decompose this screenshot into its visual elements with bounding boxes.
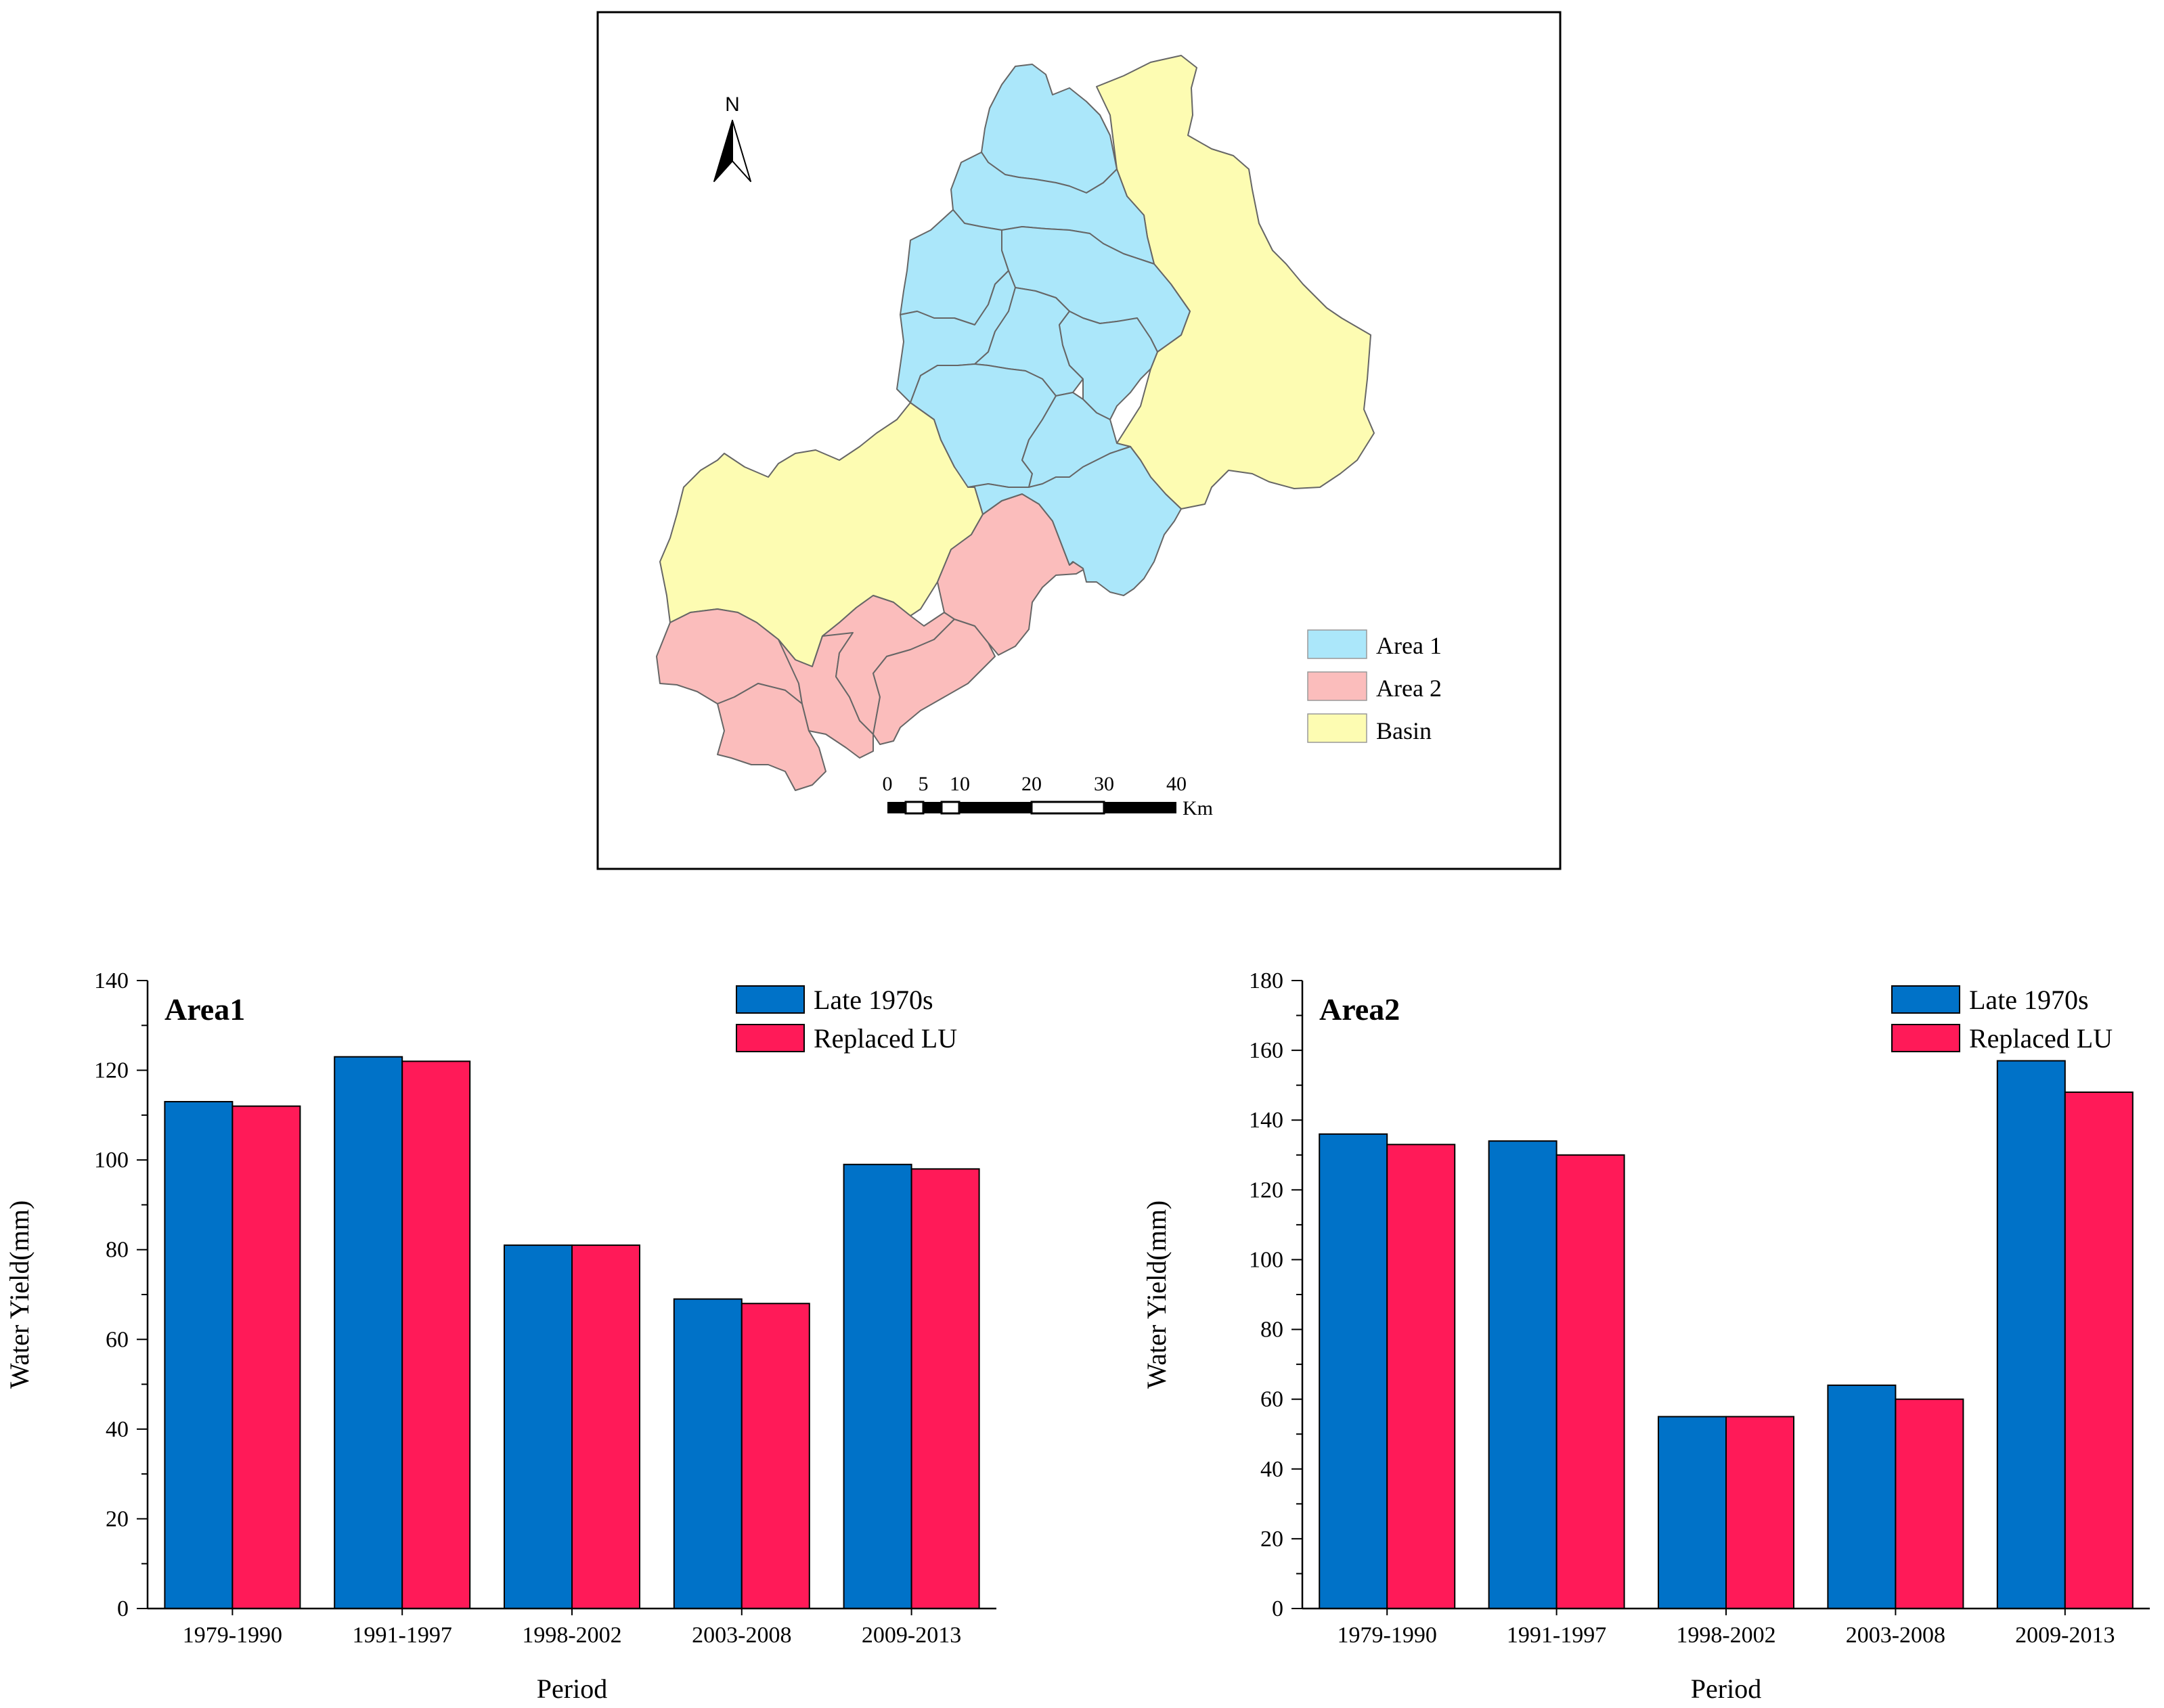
x-tick-label: 1998-2002 (522, 1623, 621, 1648)
north-arrow-right-icon (732, 120, 751, 182)
bar-late-1970s (504, 1244, 573, 1609)
y-tick-label: 60 (106, 1327, 129, 1352)
y-tick-label: 0 (117, 1596, 129, 1621)
legend-label-area2: Area 2 (1376, 675, 1442, 702)
x-tick-label: 1979-1990 (183, 1623, 282, 1648)
x-tick-label: 1998-2002 (1676, 1623, 1775, 1648)
legend-label-replaced-lu: Replaced LU (814, 1023, 957, 1054)
bar-late-1970s (1488, 1140, 1558, 1609)
y-tick-label: 80 (1260, 1318, 1283, 1343)
x-tick-label: 2003-2008 (692, 1623, 791, 1648)
bar-replaced-lu (1895, 1398, 1964, 1610)
area2-subbasin (717, 683, 826, 791)
x-tick-label: 1991-1997 (1507, 1623, 1606, 1648)
legend-label-late-1970s: Late 1970s (1969, 985, 2089, 1015)
area1-bar-chart: 1979-1990 1991-1997 1998-2002 2003-2008 2009… (4, 968, 996, 1704)
y-tick-label: 140 (1249, 1108, 1283, 1133)
y-tick-label: 80 (106, 1238, 129, 1263)
y-tick-label: 120 (94, 1058, 129, 1083)
scale-label: 40 (1166, 773, 1187, 795)
bar-replaced-lu (571, 1244, 640, 1609)
y-tick-label: 100 (1249, 1247, 1283, 1272)
basin-region (659, 55, 1375, 667)
y-tick-label: 180 (1249, 968, 1283, 993)
scale-label: 5 (919, 773, 929, 795)
bar-replaced-lu (1725, 1416, 1794, 1609)
bar-replaced-lu (401, 1060, 471, 1610)
scale-segment (904, 801, 925, 815)
map-legend: Area 1 Area 2 Basin (1307, 629, 1442, 744)
x-tick-label: 2003-2008 (1846, 1623, 1945, 1648)
chart-title: Area1 (164, 992, 245, 1027)
area1-subbasin (967, 446, 1182, 596)
bar-late-1970s (1658, 1416, 1727, 1609)
north-label: N (725, 93, 740, 116)
x-tick-label: 2009-2013 (862, 1623, 961, 1648)
x-tick-label: 1991-1997 (353, 1623, 452, 1648)
x-axis-title: Period (1691, 1673, 1761, 1704)
legend-label-basin: Basin (1376, 717, 1432, 744)
y-tick-label: 120 (1249, 1177, 1283, 1203)
scale-label: 30 (1094, 773, 1114, 795)
bar-replaced-lu (231, 1105, 301, 1609)
legend-swatch-area2 (1307, 671, 1367, 701)
scale-segment (940, 801, 960, 815)
y-axis-title: Water Yield(mm) (1141, 1200, 1172, 1389)
y-tick-label: 20 (106, 1506, 129, 1531)
legend-swatch-basin (1307, 713, 1367, 743)
area2-bar-chart: 1979-1990 1991-1997 1998-2002 2003-2008 2009… (1141, 968, 2150, 1704)
bar-replaced-lu (2064, 1091, 2134, 1609)
scale-segment (959, 802, 1032, 813)
legend-swatch-late-1970s (736, 985, 805, 1014)
bar-late-1970s (843, 1163, 912, 1610)
bar-late-1970s (1319, 1133, 1388, 1610)
x-tick-label: 1979-1990 (1338, 1623, 1437, 1648)
y-tick-label: 40 (1260, 1457, 1283, 1482)
area2-region (656, 493, 1092, 791)
area1-region (896, 64, 1191, 596)
area1-subbasin (1059, 311, 1158, 420)
bar-late-1970s (673, 1298, 743, 1609)
y-tick-label: 60 (1260, 1387, 1283, 1412)
chart-title: Area2 (1319, 992, 1400, 1027)
bar-replaced-lu (741, 1303, 810, 1610)
y-tick-label: 20 (1260, 1527, 1283, 1552)
legend-swatch-replaced-lu (736, 1024, 805, 1052)
scale-label: 10 (950, 773, 970, 795)
scale-segment (1104, 802, 1176, 813)
legend-swatch-area1 (1307, 629, 1367, 659)
area2-subbasin (873, 619, 996, 745)
y-tick-label: 40 (106, 1417, 129, 1442)
scale-label: 0 (883, 773, 893, 795)
watershed-map: N Area 1 Area 2 Basin 0 5 10 20 30 (596, 11, 1562, 870)
bar-late-1970s (1827, 1385, 1897, 1609)
legend-label-area1: Area 1 (1376, 632, 1442, 659)
y-axis-title: Water Yield(mm) (4, 1200, 35, 1389)
x-axis-title: Period (537, 1673, 607, 1704)
bar-replaced-lu (1555, 1154, 1625, 1610)
scale-unit: Km (1183, 797, 1213, 819)
legend-swatch-replaced-lu (1891, 1024, 1960, 1052)
scale-segment (887, 802, 906, 813)
scale-segment (923, 802, 942, 813)
bar-replaced-lu (1386, 1144, 1456, 1610)
scale-bar: 0 5 10 20 30 40 Km (883, 773, 1214, 819)
legend-label-late-1970s: Late 1970s (814, 985, 933, 1015)
y-tick-label: 160 (1249, 1038, 1283, 1063)
scale-segment (1030, 801, 1105, 815)
scale-label: 20 (1021, 773, 1042, 795)
y-tick-label: 0 (1272, 1596, 1283, 1621)
bar-late-1970s (334, 1056, 403, 1609)
y-tick-label: 140 (94, 968, 129, 993)
bar-replaced-lu (910, 1168, 980, 1609)
bar-late-1970s (164, 1100, 234, 1609)
legend-label-replaced-lu: Replaced LU (1969, 1023, 2113, 1054)
x-tick-label: 2009-2013 (2015, 1623, 2115, 1648)
north-arrow: N (713, 93, 751, 182)
legend-swatch-late-1970s (1891, 985, 1960, 1014)
y-tick-label: 100 (94, 1148, 129, 1173)
bar-late-1970s (1996, 1060, 2066, 1609)
